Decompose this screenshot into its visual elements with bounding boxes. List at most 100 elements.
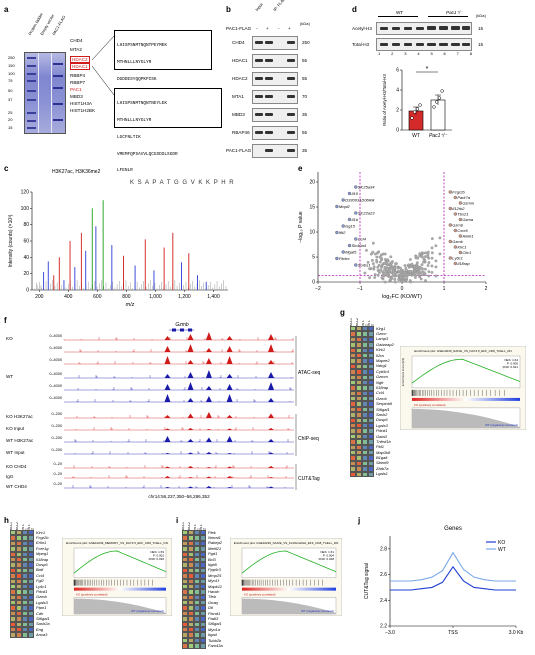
volcano-point-labeled: [448, 239, 452, 244]
gene-label: Pkdcc: [339, 256, 350, 261]
gsea-title: Enrichment plot: GSE10239_MEMORY_VS_DAY4…: [66, 541, 168, 545]
track-range: 0–4000: [49, 334, 62, 338]
volcano-point: [368, 276, 371, 280]
heatmap-cell: [362, 358, 368, 364]
heatmap-gene-label: Zbtb7a: [376, 465, 389, 471]
heatmap-cell: [16, 605, 22, 611]
y-tick-label: 40: [23, 255, 29, 261]
volcano-point: [371, 262, 375, 266]
y-tick-label: 2.8: [380, 546, 387, 552]
heatmap-gene-label: Rabep2: [208, 540, 223, 546]
heatmap-cell: [368, 379, 374, 386]
panel-label-b: b: [226, 5, 231, 14]
gene-label: Isg15: [345, 224, 356, 229]
heatmap-cell: [200, 540, 206, 547]
heatmap-cell: [182, 589, 188, 595]
gene-label: Ankk1: [461, 234, 473, 239]
gsea-svg: Enrichment plot: GSE10239_NAIVE_VS_DAY4.…: [399, 345, 527, 431]
mw-marker: 75: [8, 78, 13, 83]
peptide-seq: LFENLR: [117, 168, 133, 174]
x-tick-label: 1,400: [207, 294, 220, 300]
heatmap-cell: [10, 573, 16, 579]
heatmap-cell: [368, 352, 374, 359]
gsea-stat: P: 0.004: [323, 554, 335, 558]
heatmap-cell: [368, 423, 374, 429]
group-label-wt: WT: [396, 10, 404, 15]
heatmap-cell: [22, 600, 28, 606]
heatmap-gene-label: Map3k8: [376, 449, 391, 455]
heatmap-cell: [350, 401, 356, 407]
heatmap-cell: [356, 406, 362, 413]
heatmap-row: Sash2a: [10, 621, 50, 628]
heatmap-cell: [22, 562, 28, 568]
heatmap-cell: [356, 352, 362, 359]
gsea-rank-gradient: [412, 397, 520, 401]
heatmap-cell: [350, 385, 356, 391]
gsea-stat: FDR: 0.036: [149, 557, 165, 561]
heatmap-cell: [356, 466, 362, 472]
heatmap-cell: [188, 600, 194, 606]
volcano-point: [394, 262, 397, 266]
track-peak: [268, 452, 274, 454]
heatmap-gene-label: Itga4: [208, 632, 217, 638]
gene-label: Il10: [352, 191, 359, 196]
volcano-point: [377, 263, 381, 267]
volcano-point: [430, 264, 434, 268]
peptide-seq: DGDDESYQQPKPISK: [117, 76, 157, 82]
volcano-point-labeled: [347, 243, 352, 248]
heatmap-row: Lgals3: [10, 600, 50, 606]
heatmap-gene-label: Pdcd1: [36, 588, 48, 594]
heatmap-gene-label: Tfeb: [208, 594, 217, 600]
heatmap-cell: [362, 390, 368, 397]
heatmap-cell: [200, 567, 206, 574]
heatmap-cell: [356, 326, 362, 332]
heatmap-row: Gata3: [350, 433, 394, 440]
volcano-point-labeled: [453, 228, 457, 233]
gsea-metric-area: [412, 408, 520, 428]
track-range: 0–20: [54, 482, 62, 486]
gene-label: Slc22a23: [358, 211, 375, 216]
heatmap-cell: [356, 460, 362, 467]
heatmap-gene-label: Klrc1: [36, 529, 46, 535]
heatmap-cell: [362, 466, 368, 472]
heatmap-cell: [22, 610, 28, 617]
heatmap-gene-label: Mapk11: [208, 583, 222, 589]
heatmap-cell: [200, 583, 206, 590]
gsea-es-curve: [241, 550, 337, 574]
volcano-point: [419, 266, 423, 270]
volcano-point: [405, 268, 408, 272]
volcano-point-labeled: [458, 217, 463, 222]
track-label: WT CHD4: [6, 484, 27, 489]
panel-label-g: g: [340, 308, 345, 317]
heatmap-cell: [10, 546, 16, 552]
coomassie-gel: [24, 52, 66, 134]
heatmap-cell: [188, 578, 194, 584]
data-point: [413, 110, 417, 114]
heatmap-cell: [22, 594, 28, 601]
heatmap-row: Tnfrsf1b: [350, 439, 394, 445]
pac1-row-label: PAC1-FLAG: [226, 26, 252, 31]
heatmap-gene-label: Pdcd1: [376, 428, 388, 434]
heatmap-cell: [182, 530, 188, 536]
heatmap-cell: [362, 406, 368, 413]
track-peak: [205, 486, 212, 488]
track-peak: [187, 439, 194, 442]
track-peak: [268, 334, 274, 340]
x-tick-label: 200: [35, 294, 44, 300]
volcano-point: [370, 258, 374, 262]
heatmap-cell: [356, 390, 362, 397]
heatmap-row: St6gal1: [10, 616, 50, 622]
volcano-point: [390, 270, 393, 274]
volcano-point: [386, 274, 390, 278]
heatmap-cell: [10, 605, 16, 611]
volcano-point: [426, 255, 430, 258]
heatmap-gene-label: Dusp6: [376, 417, 388, 423]
y-tick-label: 4: [396, 88, 399, 94]
heatmap-cell: [200, 578, 206, 584]
heatmap-cell: [22, 616, 28, 622]
track-peak: [268, 477, 274, 478]
heatmap-cell: [356, 449, 362, 456]
heatmap-cell: [194, 540, 200, 547]
heatmap-cell: [362, 363, 368, 370]
volcano-point: [369, 252, 373, 256]
